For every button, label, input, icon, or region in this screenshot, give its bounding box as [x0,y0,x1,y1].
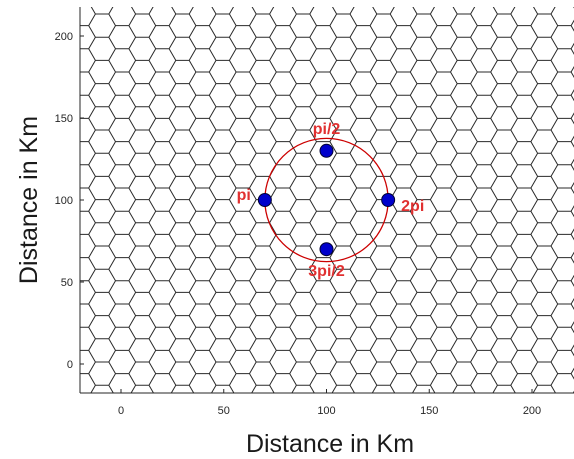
y-axis-label: Distance in Km [15,116,43,284]
hexagon-grid [80,7,574,393]
data-point [319,242,334,257]
point-label: 2pi [401,198,424,215]
data-point [257,193,272,207]
x-tick-label: 100 [317,405,335,417]
y-tick-label: 50 [61,277,73,289]
x-tick-label: 0 [118,405,124,417]
point-labels-layer: pi/2 pi 2pi 3pi/2 [237,121,425,280]
y-tick-label: 0 [67,359,73,371]
plot-area: pi/2 pi 2pi 3pi/2 [80,7,574,393]
data-point [319,143,334,158]
data-point [381,193,396,207]
point-label: pi [237,187,251,204]
x-tick-label: 200 [523,405,541,417]
point-label: pi/2 [313,121,341,138]
y-axis-ticks: 0 50 100 150 200 [55,31,84,371]
x-axis-label: Distance in Km [246,430,414,458]
x-axis-ticks: 0 50 100 150 200 [118,389,541,417]
x-tick-label: 150 [420,405,438,417]
hexagon-cells [80,7,574,393]
points-layer [257,143,396,257]
x-tick-label: 50 [218,405,230,417]
y-tick-label: 100 [55,195,73,207]
point-label: 3pi/2 [308,263,345,280]
y-tick-label: 150 [55,113,73,125]
y-tick-label: 200 [55,31,73,43]
